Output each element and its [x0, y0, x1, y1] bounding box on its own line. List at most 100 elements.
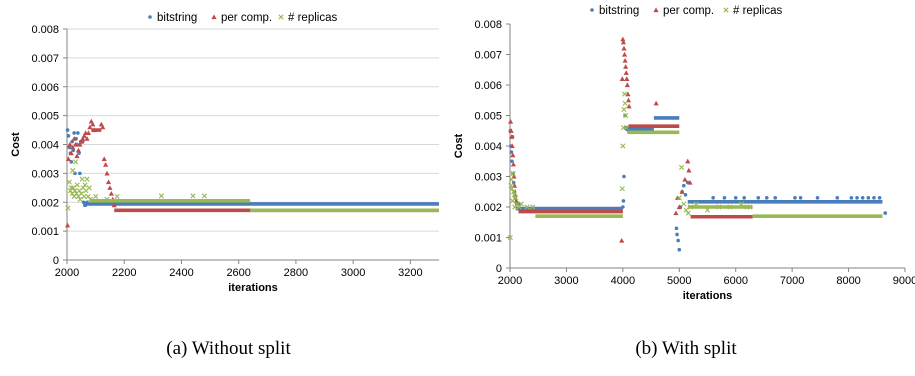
x-tick-label-a: 2600	[226, 267, 250, 279]
x-tick-label-b: 5000	[667, 275, 691, 287]
y-tick-label-a: 0.001	[31, 226, 59, 238]
data-point-per-comp-b	[507, 119, 514, 124]
data-point-per-comp-b	[625, 91, 631, 97]
data-point-per-comp-a	[77, 141, 83, 147]
y-tick-label-a: 0.007	[31, 53, 59, 65]
data-point-per-comp-a	[70, 144, 76, 150]
data-point-bitstring-b	[722, 196, 727, 200]
data-point-per-comp-a	[103, 162, 109, 167]
data-point-replicas-b	[516, 204, 522, 210]
legend-label-replicas-b: # replicas	[733, 5, 782, 17]
data-point-per-comp-b	[624, 82, 630, 88]
legend-marker-bitstring-a	[148, 15, 152, 19]
data-point-replicas-b	[676, 195, 682, 201]
data-point-replicas-b	[619, 186, 625, 192]
data-point-per-comp-b	[685, 158, 691, 164]
data-point-per-comp-b	[620, 36, 626, 42]
data-point-per-comp-b	[686, 167, 692, 173]
data-point-replicas-a	[79, 176, 85, 182]
data-point-replicas-a	[201, 193, 207, 199]
data-point-per-comp-b	[624, 76, 630, 81]
data-point-bitstring-b	[764, 196, 769, 200]
data-point-replicas-a	[70, 185, 76, 191]
data-point-replicas-b	[513, 195, 519, 201]
data-point-per-comp-a	[68, 150, 74, 156]
data-point-replicas-b	[508, 183, 514, 189]
y-axis-title-a: Cost	[10, 132, 22, 157]
data-point-per-comp-a	[75, 147, 82, 153]
data-point-replicas-b	[687, 204, 694, 210]
data-point-replicas-b	[511, 192, 517, 198]
chart-a-svg: 0 0.001 0.002 0.003 0.004 0.005 0.006 0.007 0.00…	[10, 12, 439, 294]
x-tick-label-b: 4000	[611, 275, 635, 287]
data-point-bitstring-b	[835, 196, 840, 200]
data-point-per-comp-a	[111, 202, 117, 208]
legend-label-per-comp-b: per comp.	[663, 5, 714, 17]
data-point-replicas-a	[114, 193, 120, 200]
x-tick-label-b: 7000	[780, 275, 804, 287]
data-point-per-comp-b	[511, 183, 518, 188]
data-point-per-comp-b	[653, 100, 659, 106]
data-point-per-comp-a	[100, 124, 106, 130]
y-tick-label-b: 0.008	[474, 19, 502, 31]
data-point-replicas-b	[507, 234, 513, 241]
legend-marker-per-comp-a	[211, 14, 217, 20]
y-tick-label-b: 0.002	[474, 202, 502, 214]
data-point-replicas-b	[685, 210, 691, 216]
data-point-replicas-a	[76, 188, 82, 194]
data-point-bitstring-b	[877, 196, 882, 200]
data-point-replicas-a	[72, 188, 78, 194]
data-point-per-comp-a	[84, 136, 90, 141]
data-point-bitstring-b	[849, 196, 854, 200]
data-point-replicas-b	[620, 143, 626, 149]
legend-label-replicas-a: # replicas	[288, 12, 337, 24]
data-point-replicas-a	[93, 193, 99, 200]
data-point-per-comp-b	[509, 143, 515, 149]
data-point-replicas-a	[74, 182, 80, 188]
legend-marker-bitstring-b	[590, 8, 594, 12]
data-point-bitstring-a	[76, 131, 80, 135]
data-point-replicas-a	[86, 185, 92, 191]
data-point-replicas-a	[87, 196, 94, 202]
data-point-per-comp-a	[105, 179, 112, 185]
data-point-replicas-b	[683, 207, 689, 213]
data-point-per-comp-a	[80, 136, 86, 141]
data-point-per-comp-a	[108, 190, 114, 196]
data-point-replicas-a	[72, 159, 79, 165]
y-tick-label-b: 0.007	[474, 50, 502, 62]
data-point-bitstring-b	[815, 196, 820, 200]
y-tick-label-a: 0.002	[31, 197, 59, 209]
data-point-per-comp-b	[687, 180, 693, 185]
data-point-bitstring-b	[676, 238, 680, 243]
data-point-replicas-b	[727, 204, 733, 210]
data-point-replicas-b	[529, 204, 536, 210]
data-point-replicas-a	[65, 205, 71, 211]
data-point-bitstring-b	[872, 196, 876, 200]
data-point-per-comp-a	[72, 141, 79, 147]
data-point-replicas-a	[104, 196, 110, 202]
legend-label-per-comp-a: per comp.	[221, 12, 272, 24]
data-point-bitstring-b	[622, 174, 626, 179]
data-point-replicas-a	[66, 179, 72, 185]
data-point-replicas-b	[704, 207, 711, 213]
data-point-bitstring-b	[682, 183, 686, 188]
x-tick-label-a: 3200	[398, 267, 422, 279]
data-point-replicas-b	[678, 164, 685, 170]
x-axis-title-a: iterations	[228, 282, 278, 294]
data-point-bitstring-b	[860, 196, 865, 200]
data-point-per-comp-a	[90, 121, 96, 127]
chart-panel-b: 0 0.001 0.002 0.003 0.004 0.005 0.006 0.007 0.00…	[453, 0, 915, 376]
x-tick-label-b: 9000	[893, 275, 915, 287]
data-point-replicas-b	[623, 125, 629, 131]
y-tick-label-b: 0.001	[474, 233, 502, 245]
data-point-bitstring-b	[621, 199, 626, 203]
x-tick-label-a: 2200	[112, 267, 136, 279]
data-point-per-comp-b	[682, 176, 688, 182]
data-point-bitstring-b	[674, 226, 679, 231]
data-point-bitstring-a	[65, 128, 70, 132]
data-point-bitstring-b	[742, 196, 746, 200]
data-point-per-comp-a	[71, 136, 77, 141]
chart-b-svg: 0 0.001 0.002 0.003 0.004 0.005 0.006 0.007 0.00…	[453, 5, 915, 302]
x-tick-label-a: 2000	[55, 267, 79, 279]
data-point-bitstring-b	[621, 205, 625, 209]
